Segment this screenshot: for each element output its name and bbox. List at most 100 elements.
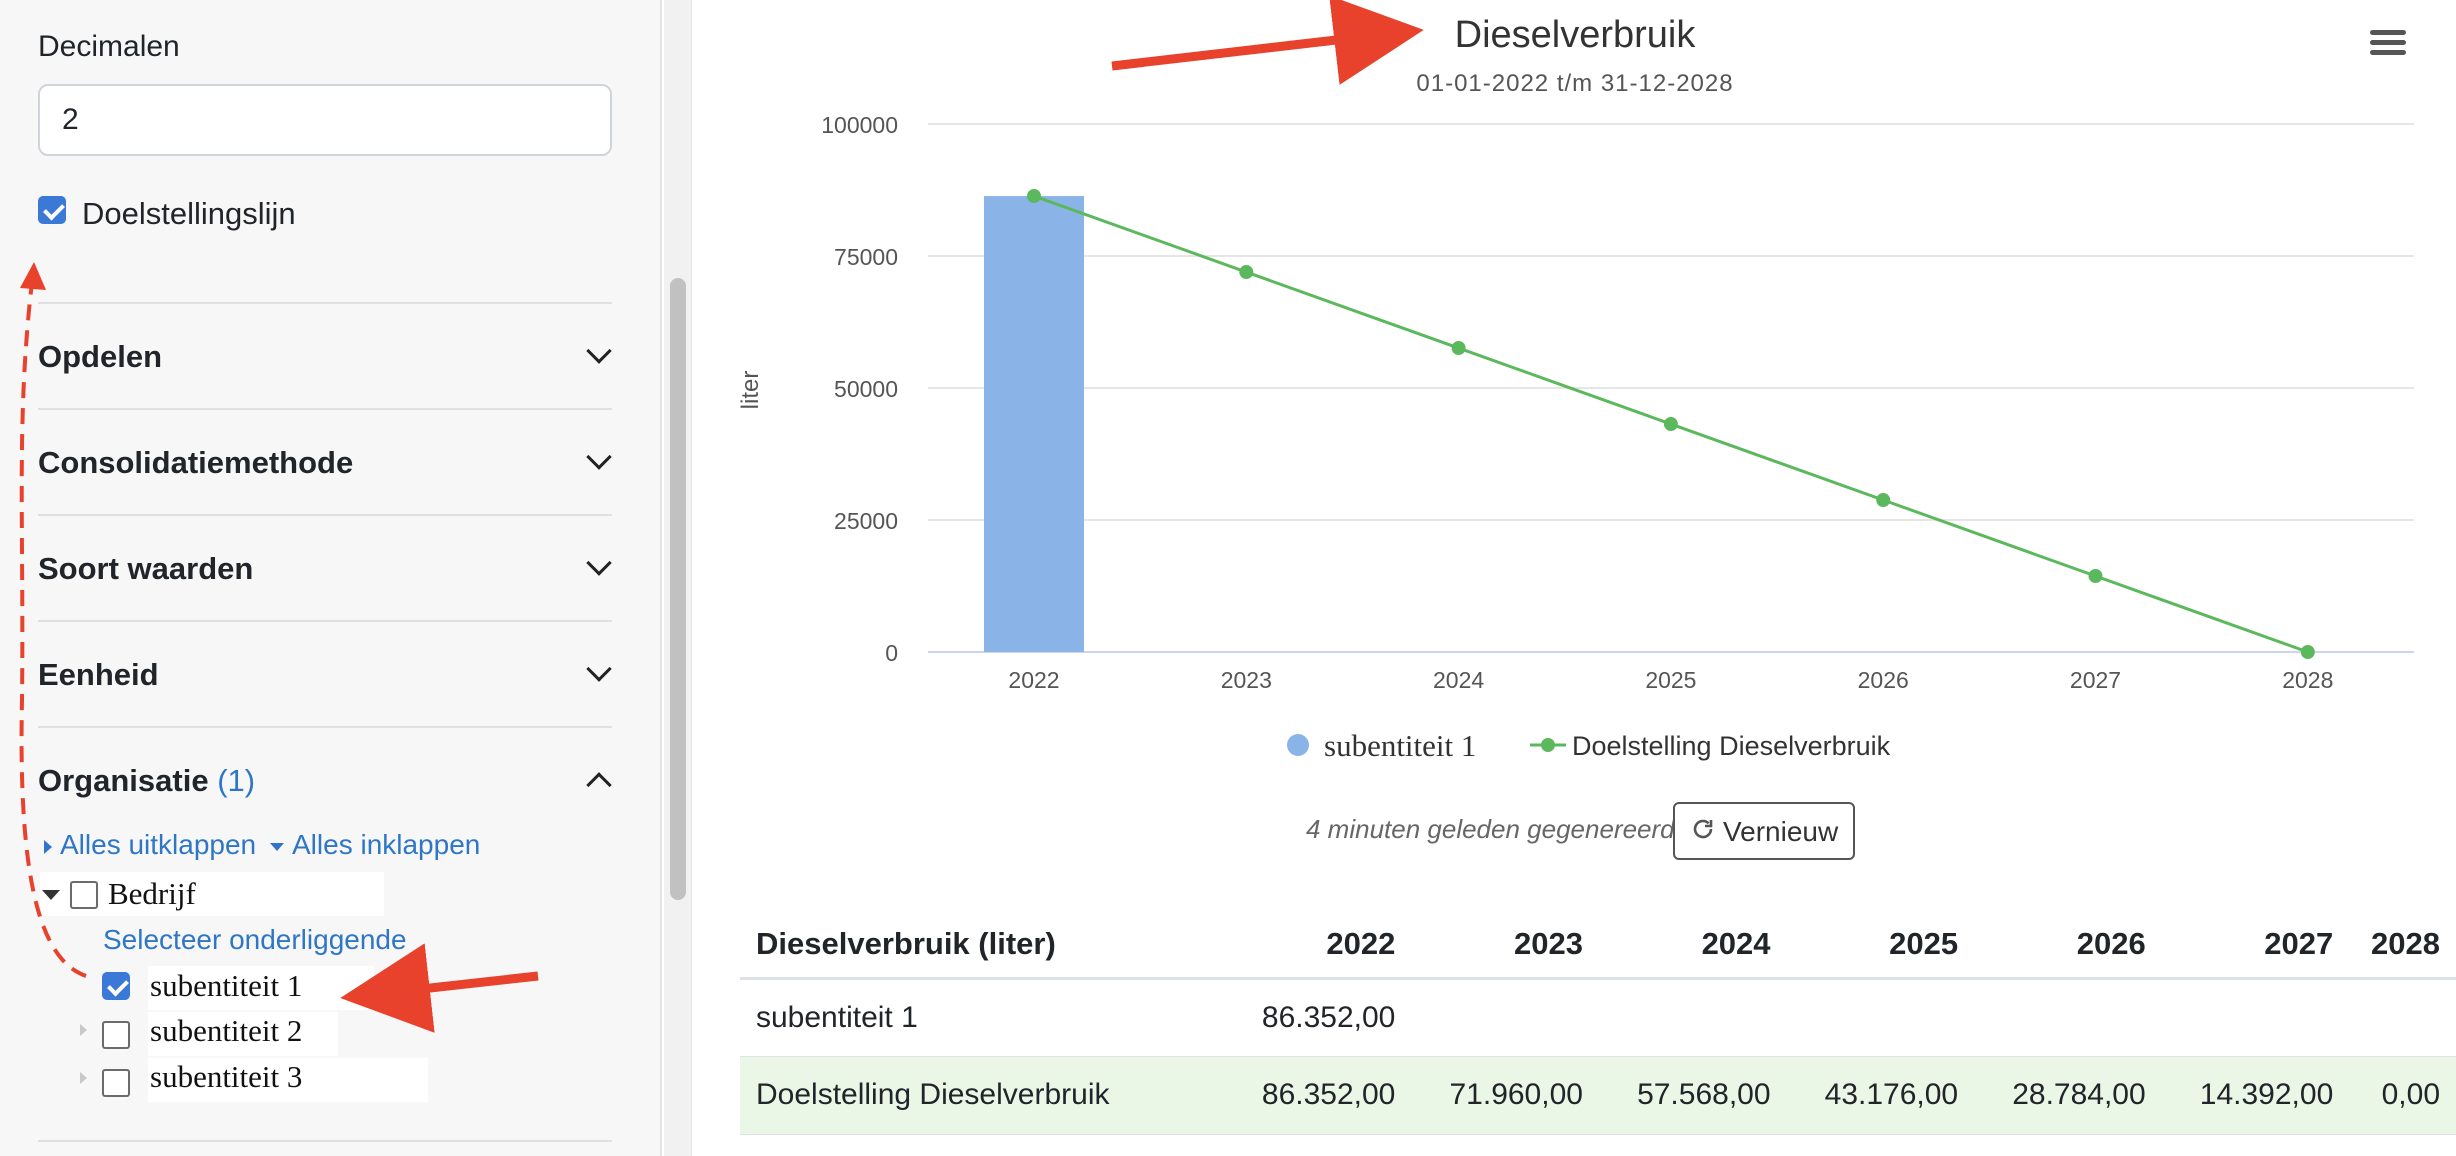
table-cell: [1598, 978, 1787, 1057]
y-tick-label: 50000: [834, 376, 898, 402]
legend-label-doelstelling: Doelstelling Dieselverbruik: [1572, 731, 1891, 761]
table-cell: 43.176,00: [1786, 1056, 1975, 1135]
table-cell: 14.392,00: [2161, 1056, 2350, 1135]
collapse-all-link[interactable]: Alles inklappen: [270, 829, 480, 861]
table-header: 2026: [1974, 912, 2162, 980]
x-tick-label: 2028: [2282, 667, 2333, 693]
tree-row-subentiteit-1: [148, 966, 374, 1010]
legend-marker-line: [1530, 738, 1566, 752]
report-panel: Dieselverbruik 01-01-2022 t/m 31-12-2028…: [694, 0, 2456, 1156]
goal-point-2023: [1239, 265, 1254, 280]
table-row: Doelstelling Dieselverbruik 86.352,00 71…: [740, 1056, 2456, 1135]
table-header: Dieselverbruik (liter): [740, 912, 1224, 980]
goal-point-2026: [1876, 493, 1891, 508]
y-tick-label: 25000: [834, 508, 898, 534]
select-children-link[interactable]: Selecteer onderliggende: [103, 924, 407, 955]
chart-subtitle: 01-01-2022 t/m 31-12-2028: [1416, 70, 1734, 97]
table-header: 2024: [1598, 912, 1787, 980]
chevron-up-icon[interactable]: [586, 772, 612, 798]
chevron-down-icon[interactable]: [586, 338, 612, 364]
tree-toggle-icon[interactable]: [42, 890, 60, 900]
section-consolidatiemethode[interactable]: Consolidatiemethode: [38, 445, 354, 480]
y-axis-title: liter: [737, 371, 764, 410]
goal-point-2024: [1451, 341, 1466, 356]
chevron-down-icon[interactable]: [586, 444, 612, 470]
table-cell: 0,00: [2349, 1056, 2456, 1135]
table-header: 2023: [1411, 912, 1599, 980]
refresh-button[interactable]: Vernieuw: [1673, 802, 1855, 860]
tree-expand-icon[interactable]: [80, 1072, 87, 1084]
bar-2022: [984, 196, 1084, 652]
divider: [38, 302, 612, 304]
data-table: Dieselverbruik (liter) 2022 2023 2024 20…: [740, 912, 2456, 1135]
tree-item-subentiteit-2: subentiteit 2: [150, 1013, 303, 1048]
subentiteit-3-checkbox[interactable]: [102, 1069, 130, 1097]
subentiteit-1-checkbox[interactable]: [102, 972, 130, 1000]
divider: [38, 408, 612, 410]
goal-point-2025: [1663, 417, 1678, 432]
x-tick-label: 2027: [2070, 667, 2121, 693]
divider: [38, 726, 612, 728]
chart-title: Dieselverbruik: [1454, 14, 1696, 56]
divider: [38, 1140, 612, 1142]
tree-row-subentiteit-3: [148, 1058, 428, 1102]
y-tick-label: 75000: [834, 244, 898, 270]
table-header: 2028: [2349, 912, 2456, 980]
tree-item-bedrijf: Bedrijf: [108, 876, 196, 911]
table-header: 2025: [1786, 912, 1975, 980]
caret-down-icon: [270, 842, 284, 851]
divider: [38, 620, 612, 622]
sidebar-scrollbar-thumb[interactable]: [670, 278, 686, 900]
goal-line-checkbox[interactable]: [38, 196, 66, 224]
table-cell: 71.960,00: [1411, 1056, 1599, 1135]
legend-marker-bar: [1287, 734, 1309, 756]
x-tick-label: 2022: [1008, 667, 1059, 693]
y-tick-label: 0: [885, 640, 898, 666]
table-cell: 28.784,00: [1974, 1056, 2162, 1135]
generated-timestamp: 4 minuten geleden gegenereerd: [1306, 814, 1675, 844]
x-tick-label: 2026: [1858, 667, 1909, 693]
tree-item-subentiteit-1: subentiteit 1: [150, 968, 303, 1003]
table-row: subentiteit 1 86.352,00: [740, 978, 2456, 1057]
x-tick-label: 2023: [1221, 667, 1272, 693]
table-cell: 86.352,00: [1223, 1056, 1412, 1135]
tree-item-subentiteit-3: subentiteit 3: [150, 1059, 303, 1094]
x-tick-label: 2024: [1433, 667, 1484, 693]
x-tick-label: 2025: [1645, 667, 1696, 693]
section-soort-waarden[interactable]: Soort waarden: [38, 551, 254, 586]
selection-count: (1): [217, 763, 256, 798]
subentiteit-2-checkbox[interactable]: [102, 1021, 130, 1049]
table-cell: 86.352,00: [1223, 978, 1412, 1057]
table-cell: [1411, 978, 1599, 1057]
diesel-chart: 0 25000 50000 75000 100000 liter 2022 2023 2024 2…: [737, 112, 2414, 693]
refresh-button-label: Vernieuw: [1723, 816, 1839, 847]
table-header: 2022: [1223, 912, 1412, 980]
divider: [38, 514, 612, 516]
table-cell: subentiteit 1: [740, 978, 1224, 1057]
section-opdelen[interactable]: Opdelen: [38, 339, 163, 374]
decimals-label: Decimalen: [38, 30, 180, 63]
goal-point-2027: [2088, 569, 2103, 584]
tree-expand-icon[interactable]: [80, 1024, 87, 1036]
table-cell: [2349, 978, 2456, 1057]
y-tick-label: 100000: [821, 112, 898, 138]
chevron-down-icon[interactable]: [586, 656, 612, 682]
section-organisatie[interactable]: Organisatie (1): [38, 763, 255, 799]
decimals-input[interactable]: 2: [38, 84, 612, 156]
section-eenheid[interactable]: Eenheid: [38, 657, 159, 692]
table-cell: [2161, 978, 2350, 1057]
refresh-icon: [1693, 819, 1713, 839]
settings-sidebar: Decimalen 2 Doelstellingslijn Opdelen Co…: [0, 0, 662, 1156]
tree-row-subentiteit-2: [148, 1012, 338, 1056]
table-header-row: Dieselverbruik (liter) 2022 2023 2024 20…: [740, 912, 2456, 980]
goal-line-label: Doelstellingslijn: [82, 196, 296, 231]
hamburger-menu-icon[interactable]: [2364, 24, 2412, 64]
goal-point-2022: [1027, 189, 1041, 204]
bedrijf-checkbox[interactable]: [70, 881, 98, 909]
chevron-down-icon[interactable]: [586, 550, 612, 576]
table-cell: [1974, 978, 2162, 1057]
table-cell: Doelstelling Dieselverbruik: [740, 1056, 1224, 1135]
table-header: 2027: [2161, 912, 2350, 980]
caret-right-icon: [44, 839, 52, 854]
expand-all-link[interactable]: Alles uitklappen: [44, 829, 256, 861]
